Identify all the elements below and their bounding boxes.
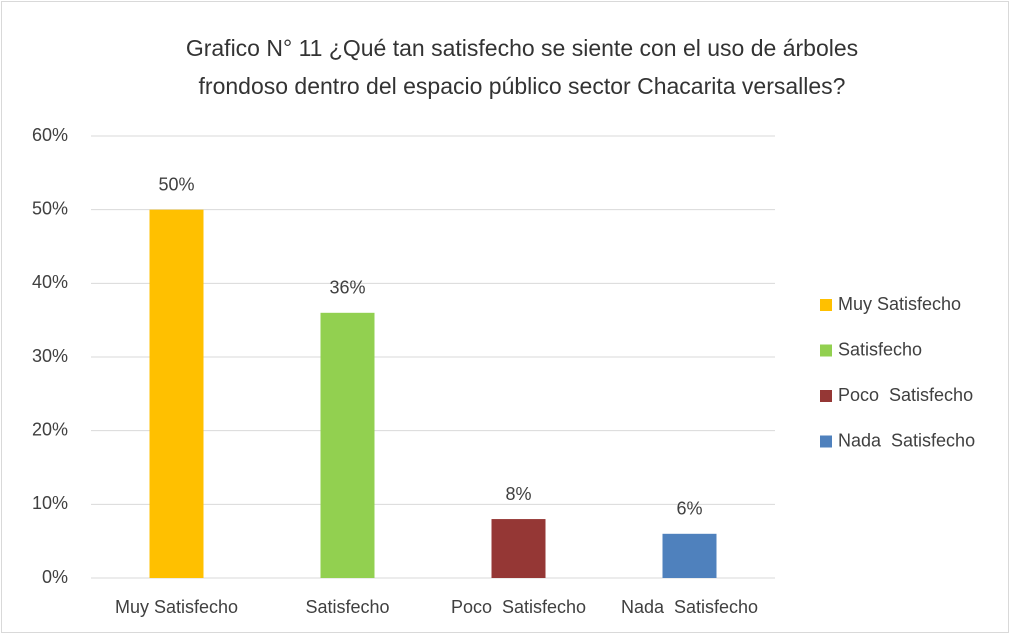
x-tick-label: Nada Satisfecho bbox=[621, 597, 758, 617]
legend-label: Nada Satisfecho bbox=[838, 430, 975, 450]
y-tick-label: 20% bbox=[32, 419, 68, 439]
y-tick-label: 10% bbox=[32, 493, 68, 513]
bar bbox=[149, 209, 204, 578]
legend-swatch bbox=[820, 299, 832, 311]
data-label: 6% bbox=[676, 499, 702, 519]
bar bbox=[320, 312, 375, 578]
y-tick-label: 30% bbox=[32, 346, 68, 366]
y-tick-label: 60% bbox=[32, 125, 68, 145]
legend-swatch bbox=[820, 390, 832, 402]
legend-label: Poco Satisfecho bbox=[838, 385, 973, 405]
y-tick-label: 0% bbox=[42, 567, 68, 587]
x-tick-label: Satisfecho bbox=[305, 597, 389, 617]
x-tick-label: Poco Satisfecho bbox=[451, 597, 586, 617]
legend-swatch bbox=[820, 344, 832, 357]
y-tick-label: 40% bbox=[32, 272, 68, 292]
legend-label: Muy Satisfecho bbox=[838, 294, 961, 314]
bar bbox=[662, 533, 717, 578]
bar bbox=[491, 519, 546, 578]
chart-title: Grafico N° 11 ¿Qué tan satisfecho se sie… bbox=[186, 35, 858, 61]
legend-swatch bbox=[820, 435, 832, 448]
data-label: 50% bbox=[158, 174, 194, 194]
x-tick-label: Muy Satisfecho bbox=[115, 597, 238, 617]
chart-title: frondoso dentro del espacio público sect… bbox=[199, 73, 846, 99]
y-tick-label: 50% bbox=[32, 198, 68, 218]
data-label: 36% bbox=[329, 278, 365, 298]
data-label: 8% bbox=[505, 484, 531, 504]
legend-label: Satisfecho bbox=[838, 339, 922, 359]
